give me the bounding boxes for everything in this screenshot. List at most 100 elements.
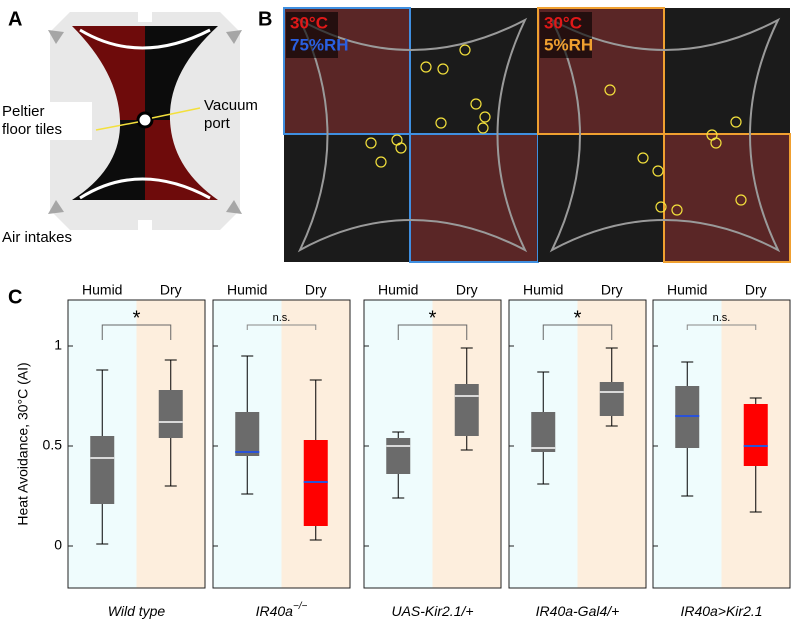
humidity-label: 75%RH [290, 35, 349, 54]
significance-label: * [574, 307, 582, 329]
panel-label: B [258, 8, 272, 30]
significance-bracket [397, 324, 468, 340]
y-axis-label: Heat Avoidance, 30°C (AI) [15, 362, 31, 525]
air-intake [48, 30, 64, 44]
temperature-label: 30°C [290, 13, 328, 32]
significance-label: * [133, 307, 141, 329]
arena-edge [79, 28, 211, 50]
plot-frame [652, 299, 791, 589]
box [235, 412, 260, 456]
group-name: UAS-Kir2.1/+ [391, 603, 473, 619]
group-name: IR40a [256, 603, 294, 619]
panel-a: Peltier floor tiles Vacuum port Air inta… [0, 12, 258, 246]
category-background [577, 300, 646, 588]
y-tick-label: 1 [54, 337, 62, 353]
fly [655, 201, 667, 213]
plot-frame [67, 299, 206, 589]
hot-tile [410, 134, 538, 262]
group-label: IR40a>Kir2.1 [680, 603, 762, 619]
fly [604, 84, 616, 96]
fly [395, 142, 407, 154]
fly [477, 122, 489, 134]
group-label: Wild type [108, 603, 166, 619]
significance-label: n.s. [273, 312, 291, 324]
category-label: Dry [601, 282, 623, 298]
category-label: Humid [227, 282, 267, 298]
arena-edge [549, 17, 781, 253]
fly [375, 156, 387, 168]
significance-bracket [101, 324, 172, 340]
fly [730, 116, 742, 128]
box [90, 436, 115, 504]
fly [459, 44, 471, 56]
group-label: IR40a-Gal4/+ [536, 603, 620, 619]
category-label: Humid [82, 282, 122, 298]
box [599, 382, 624, 416]
fly [470, 98, 482, 110]
fly [420, 61, 432, 73]
group-name: Wild type [108, 603, 166, 619]
category-label: Humid [667, 282, 707, 298]
significance-bracket [542, 324, 613, 340]
tile-outline [537, 7, 665, 135]
notch [138, 220, 152, 230]
label-bg [0, 102, 92, 140]
fly [435, 117, 447, 129]
fly [710, 137, 722, 149]
group-name: IR40a>Kir2.1 [680, 603, 762, 619]
fly [652, 165, 664, 177]
temperature-label: 30°C [544, 13, 582, 32]
fly [735, 194, 747, 206]
port-label: port [204, 115, 231, 132]
fly [479, 111, 491, 123]
panel-c: Humid Dry 0 0.5 1 * Wild type Humid Dry n.s. IR40a… [43, 282, 791, 619]
air-intake [226, 200, 242, 214]
label-bg [286, 12, 338, 58]
plot-frame [363, 299, 502, 589]
group-label: UAS-Kir2.1/+ [391, 603, 473, 619]
fly [365, 137, 377, 149]
significance-bracket [246, 324, 317, 330]
category-label: Humid [378, 282, 418, 298]
port-label: Vacuum [204, 97, 258, 114]
air-intake [48, 200, 64, 214]
fly [671, 204, 683, 216]
panel-label: A [8, 8, 22, 30]
category-label: Dry [160, 282, 182, 298]
notch [138, 12, 152, 22]
category-label: Humid [523, 282, 563, 298]
category-label: Dry [745, 282, 767, 298]
y-tick-label: 0 [54, 537, 62, 553]
leader-line [151, 107, 201, 119]
box [158, 390, 183, 438]
significance-label: * [429, 307, 437, 329]
significance-bracket [686, 324, 757, 330]
tiles-label: Peltier [2, 103, 45, 120]
group-name: IR40a-Gal4/+ [536, 603, 620, 619]
group-label: IR40a−/− [256, 601, 308, 619]
plot-frame [508, 299, 647, 589]
significance-label: n.s. [713, 312, 731, 324]
tile-outline [283, 7, 411, 135]
category-label: Dry [305, 282, 327, 298]
label-bg [540, 12, 592, 58]
box [454, 384, 479, 436]
arena-edge [79, 177, 211, 200]
y-tick-label: 0.5 [43, 437, 63, 453]
fly-markers [365, 44, 747, 216]
group-name-superscript: −/− [293, 601, 308, 612]
fly [437, 63, 449, 75]
plot-frame [212, 299, 351, 589]
category-label: Dry [456, 282, 478, 298]
arena-edge [297, 17, 528, 253]
humidity-label: 5%RH [544, 35, 593, 54]
box [743, 404, 768, 466]
vacuum-port [136, 111, 154, 129]
tiles-label: floor tiles [2, 121, 62, 138]
air-intake [226, 30, 242, 44]
tile-outline [663, 133, 791, 263]
intake-label: Air intakes [2, 229, 72, 246]
box [531, 412, 556, 452]
leader-line [95, 121, 139, 131]
